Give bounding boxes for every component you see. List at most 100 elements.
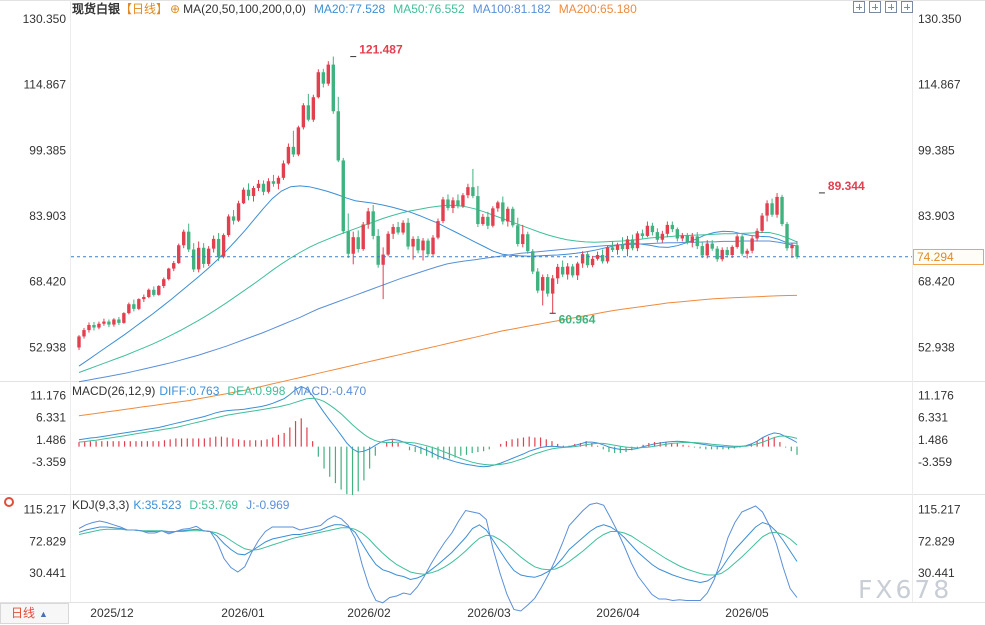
candle-up [301,105,306,128]
candle-up [580,254,585,264]
candle-up [635,233,640,249]
candle-up [775,196,779,215]
candle-down [331,64,335,112]
kdj-tick-label-left: 72.829 [29,534,66,548]
kdj-tick-label-left: 115.217 [24,503,67,517]
candle-down [306,105,311,120]
candle-up [236,203,241,221]
candle-up [590,258,595,266]
kdj-tick-label-right: 30.441 [918,566,955,580]
ma-params: MA(20,50,100,200,0,0) [183,2,306,16]
candle-up [286,146,291,164]
candle-up [550,278,555,294]
candle-up [690,236,694,243]
period-select-button[interactable]: 日线 ▲ [0,603,69,624]
ma20-value: MA20:77.528 [313,2,386,16]
candle-up [401,222,405,233]
candle-down [336,111,340,161]
price-tick-label-left: 130.350 [23,12,67,26]
price-tick-label-right: 114.867 [918,78,961,92]
candle-up [491,208,495,226]
candle-up [645,225,650,236]
candle-down [321,72,326,84]
macd-tick-label-right: 6.331 [918,411,948,425]
extreme-label: 60.964 [559,312,596,326]
candle-up [112,319,116,325]
candle-down [346,231,350,254]
ma200-value: MA200:65.180 [558,2,637,16]
kdj-tick-label-right: 72.829 [918,534,955,548]
candle-up [147,289,151,297]
macd-macd-value: MACD:-0.470 [293,384,367,398]
crosshair-settings-icon[interactable] [4,497,14,507]
candle-up [182,231,186,246]
candle-up [251,188,256,197]
candle-down [231,216,236,221]
x-tick-label: 2025/12 [90,606,134,620]
kdj-d-line [78,527,798,576]
move-icon[interactable] [885,1,897,13]
macd-dea-line [78,397,798,466]
candle-down [531,251,535,272]
settings-gear-icon[interactable]: ⊕ [170,2,181,16]
ma100-line [78,240,798,383]
candle-down [695,236,699,247]
period-tag: 【日线】 [120,2,169,16]
candle-down [446,199,450,208]
candle-up [541,277,545,291]
candle-down [152,289,156,295]
kdj-k-value: K:35.523 [133,498,182,512]
zoom-out-icon[interactable] [869,1,881,13]
candle-up [790,245,794,249]
candle-down [685,235,690,243]
candle-down [675,229,680,239]
kdj-tick-label-left: 30.441 [29,566,66,580]
candle-up [266,181,271,192]
candle-up [386,233,390,255]
candle-down [511,208,515,226]
extreme-label: 89.344 [828,179,865,193]
price-tick-label-right: 83.903 [918,209,955,223]
candle-up [127,304,131,314]
fullscreen-icon[interactable] [901,1,913,13]
zoom-in-icon[interactable] [853,1,865,13]
macd-diff-line [78,385,798,468]
candle-up [665,224,670,234]
candle-down [92,324,96,328]
macd-tick-label-left: 6.331 [36,411,66,425]
macd-tick-label-left: 1.486 [36,433,66,447]
candle-up [97,323,101,328]
candle-down [770,203,774,215]
candle-up [441,199,445,222]
candle-down [560,266,565,275]
price-tick-label-right: 99.385 [918,143,955,157]
candle-up [730,246,734,256]
candle-up [196,247,201,270]
candle-down [261,183,266,192]
candle-down [710,243,714,249]
candle-down [271,181,276,184]
candle-down [545,277,550,294]
candle-down [416,238,420,251]
ma20-line [78,185,797,367]
candle-up [565,266,570,275]
macd-legend: MACD(26,12,9) DIFF:0.763 DEA:0.998 MACD:-0.… [72,383,374,399]
kdj-j-line [78,502,798,612]
price-tick-label-right: 130.350 [918,12,962,26]
price-tick-label-left: 68.420 [29,275,66,289]
price-panel: 121.487 89.344 60.964 [71,43,912,417]
candle-up [326,64,331,84]
candle-up [481,216,485,225]
candle-up [172,263,176,269]
candle-up [496,202,500,209]
candle-up [615,244,620,250]
candle-up [745,250,749,254]
candle-up [755,230,759,239]
watermark-logo: FX678 [858,575,953,604]
extreme-label: 121.487 [359,43,403,57]
x-tick-label: 2026/04 [596,606,640,620]
candle-up [82,330,86,337]
candle-down [246,189,251,197]
